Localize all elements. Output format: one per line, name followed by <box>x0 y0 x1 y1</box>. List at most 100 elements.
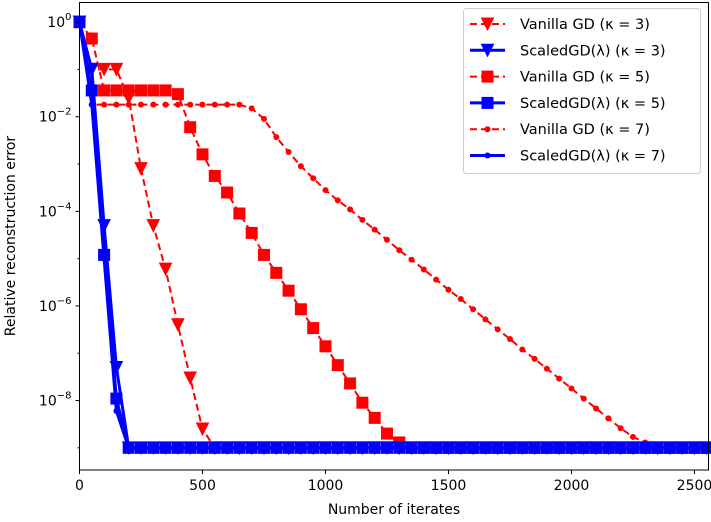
data-point <box>171 88 184 101</box>
data-point <box>159 84 172 97</box>
legend-item: Vanilla GD (κ = 7) <box>470 122 650 138</box>
data-point <box>137 101 144 108</box>
data-point <box>187 101 194 108</box>
data-point <box>319 340 332 353</box>
legend-item: Vanilla GD (κ = 3) <box>470 17 650 33</box>
series-layer <box>72 15 711 455</box>
data-point <box>380 427 393 440</box>
data-point <box>248 444 255 451</box>
legend-item: ScaledGD(λ) (κ = 7) <box>470 149 666 165</box>
data-point <box>134 162 148 176</box>
legend-item: ScaledGD(λ) (κ = 5) <box>470 96 666 112</box>
data-point <box>221 186 234 199</box>
data-point <box>196 148 209 161</box>
series-line <box>78 21 707 449</box>
data-point <box>617 444 624 451</box>
data-point <box>691 444 698 451</box>
data-point <box>420 266 427 273</box>
data-point <box>383 444 390 451</box>
data-point <box>605 444 612 451</box>
legend-marker <box>480 43 495 58</box>
y-tick-label: 10−2 <box>39 107 72 126</box>
legend-item: ScaledGD(λ) (κ = 3) <box>470 43 666 59</box>
legend-marker <box>484 152 491 159</box>
data-point <box>162 444 169 451</box>
y-tick-label: 10−8 <box>39 391 72 410</box>
data-point <box>183 371 198 386</box>
data-point <box>88 101 95 108</box>
data-point <box>233 207 246 220</box>
data-point <box>334 197 341 204</box>
data-point <box>383 236 390 243</box>
data-point <box>110 84 123 97</box>
data-point <box>184 121 197 134</box>
legend-label: ScaledGD(λ) (κ = 3) <box>520 43 666 59</box>
data-point <box>174 101 181 108</box>
y-tick-label: 10−4 <box>39 201 72 220</box>
series-line <box>78 21 707 450</box>
data-point <box>322 444 329 451</box>
data-point <box>506 335 513 342</box>
data-point <box>556 375 563 382</box>
legend-marker <box>480 17 495 32</box>
data-point <box>494 326 501 333</box>
y-axis-title: Relative reconstruction error <box>3 136 19 337</box>
data-point <box>122 84 135 97</box>
data-point <box>285 148 292 155</box>
data-point <box>396 247 403 254</box>
ticks-layer: 0 500 1000 1500 2000 2500 100 10−2 10−4 10−6 10−8 <box>39 12 711 494</box>
data-point <box>593 444 600 451</box>
x-tick-label: 0 <box>75 478 84 494</box>
data-point <box>113 408 120 415</box>
series-4 <box>76 19 710 451</box>
data-point <box>125 444 132 451</box>
data-point <box>629 444 636 451</box>
data-point <box>134 84 147 97</box>
data-point <box>408 444 415 451</box>
data-point <box>396 444 403 451</box>
data-point <box>109 62 124 77</box>
data-point <box>629 433 636 440</box>
data-point <box>297 444 304 451</box>
data-point <box>162 101 169 108</box>
data-point <box>85 32 98 45</box>
data-point <box>482 316 489 323</box>
data-point <box>368 411 381 424</box>
data-point <box>531 355 538 362</box>
data-point <box>359 216 366 223</box>
data-point <box>260 115 267 122</box>
legend-label: Vanilla GD (κ = 7) <box>520 122 650 138</box>
data-point <box>273 444 280 451</box>
x-tick-label: 1500 <box>431 478 467 494</box>
data-point <box>457 296 464 303</box>
data-point <box>531 444 538 451</box>
legend: Vanilla GD (κ = 3) ScaledGD(λ) (κ = 3) Van… <box>463 8 701 174</box>
legend-label: Vanilla GD (κ = 5) <box>520 70 650 86</box>
data-point <box>593 405 600 412</box>
data-point <box>347 206 354 213</box>
data-point <box>331 359 344 372</box>
data-point <box>356 396 369 409</box>
data-point <box>359 444 366 451</box>
data-point <box>642 444 649 451</box>
data-point <box>679 444 686 451</box>
series-5 <box>76 19 710 451</box>
data-point <box>224 444 231 451</box>
data-point <box>147 84 160 97</box>
data-point <box>334 444 341 451</box>
data-point <box>420 444 427 451</box>
data-point <box>654 444 661 451</box>
data-point <box>285 444 292 451</box>
data-point <box>445 286 452 293</box>
legend-label: ScaledGD(λ) (κ = 5) <box>520 96 666 112</box>
data-point <box>199 101 206 108</box>
data-point <box>199 444 206 451</box>
x-tick-label: 2500 <box>677 478 711 494</box>
data-point <box>137 444 144 451</box>
data-point <box>150 444 157 451</box>
data-point <box>294 303 307 316</box>
data-point <box>224 101 231 108</box>
data-point <box>270 266 283 279</box>
data-point <box>273 134 280 141</box>
data-point <box>146 219 161 233</box>
